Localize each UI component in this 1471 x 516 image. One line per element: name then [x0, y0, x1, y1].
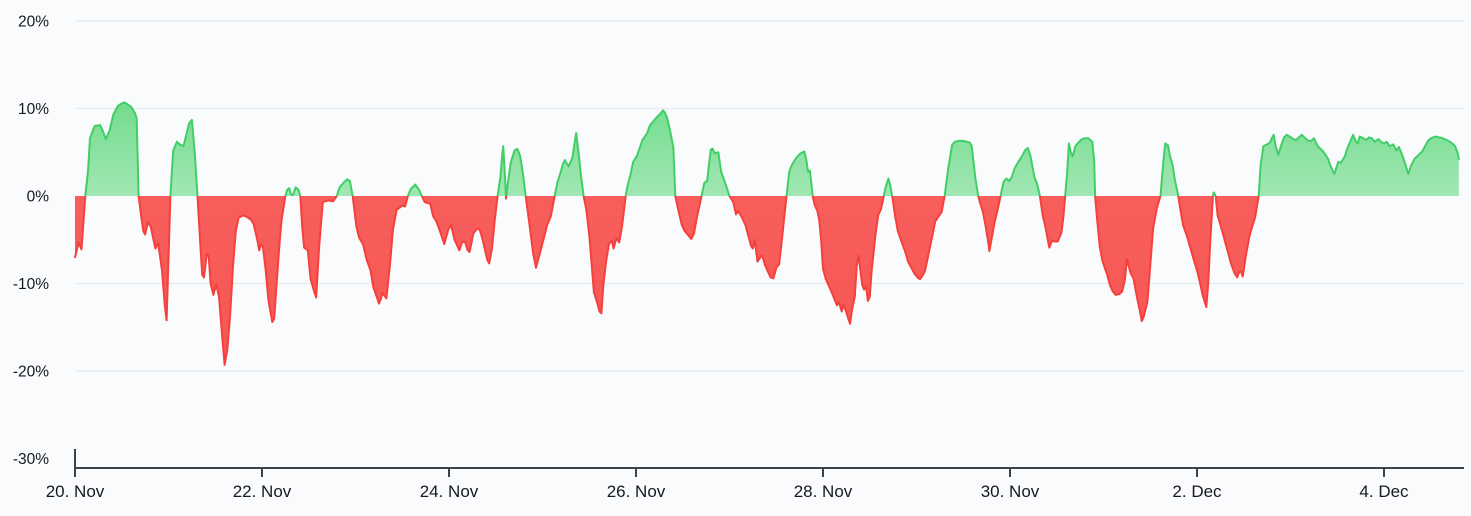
- positive-area: [75, 102, 1459, 196]
- positive-region: [75, 101, 1460, 196]
- negative-line: [74, 196, 1260, 366]
- y-tick-label: 0%: [27, 189, 50, 206]
- x-tick-label: 2. Dec: [1172, 482, 1222, 501]
- negative-area: [75, 196, 1459, 365]
- x-tick-label: 30. Nov: [981, 482, 1040, 501]
- x-tick-label: 28. Nov: [794, 482, 853, 501]
- x-tick-label: 20. Nov: [46, 482, 105, 501]
- y-tick-label: -30%: [13, 451, 49, 468]
- x-tick-label: 24. Nov: [420, 482, 479, 501]
- y-tick-label: 10%: [18, 101, 49, 118]
- positive-line: [84, 101, 1460, 196]
- x-tick-label: 26. Nov: [607, 482, 666, 501]
- x-tick-label: 22. Nov: [233, 482, 292, 501]
- y-tick-label: 20%: [18, 14, 49, 31]
- y-tick-label: -10%: [13, 276, 49, 293]
- negative-region: [74, 196, 1459, 366]
- x-tick-label: 4. Dec: [1359, 482, 1409, 501]
- y-tick-label: -20%: [13, 364, 49, 381]
